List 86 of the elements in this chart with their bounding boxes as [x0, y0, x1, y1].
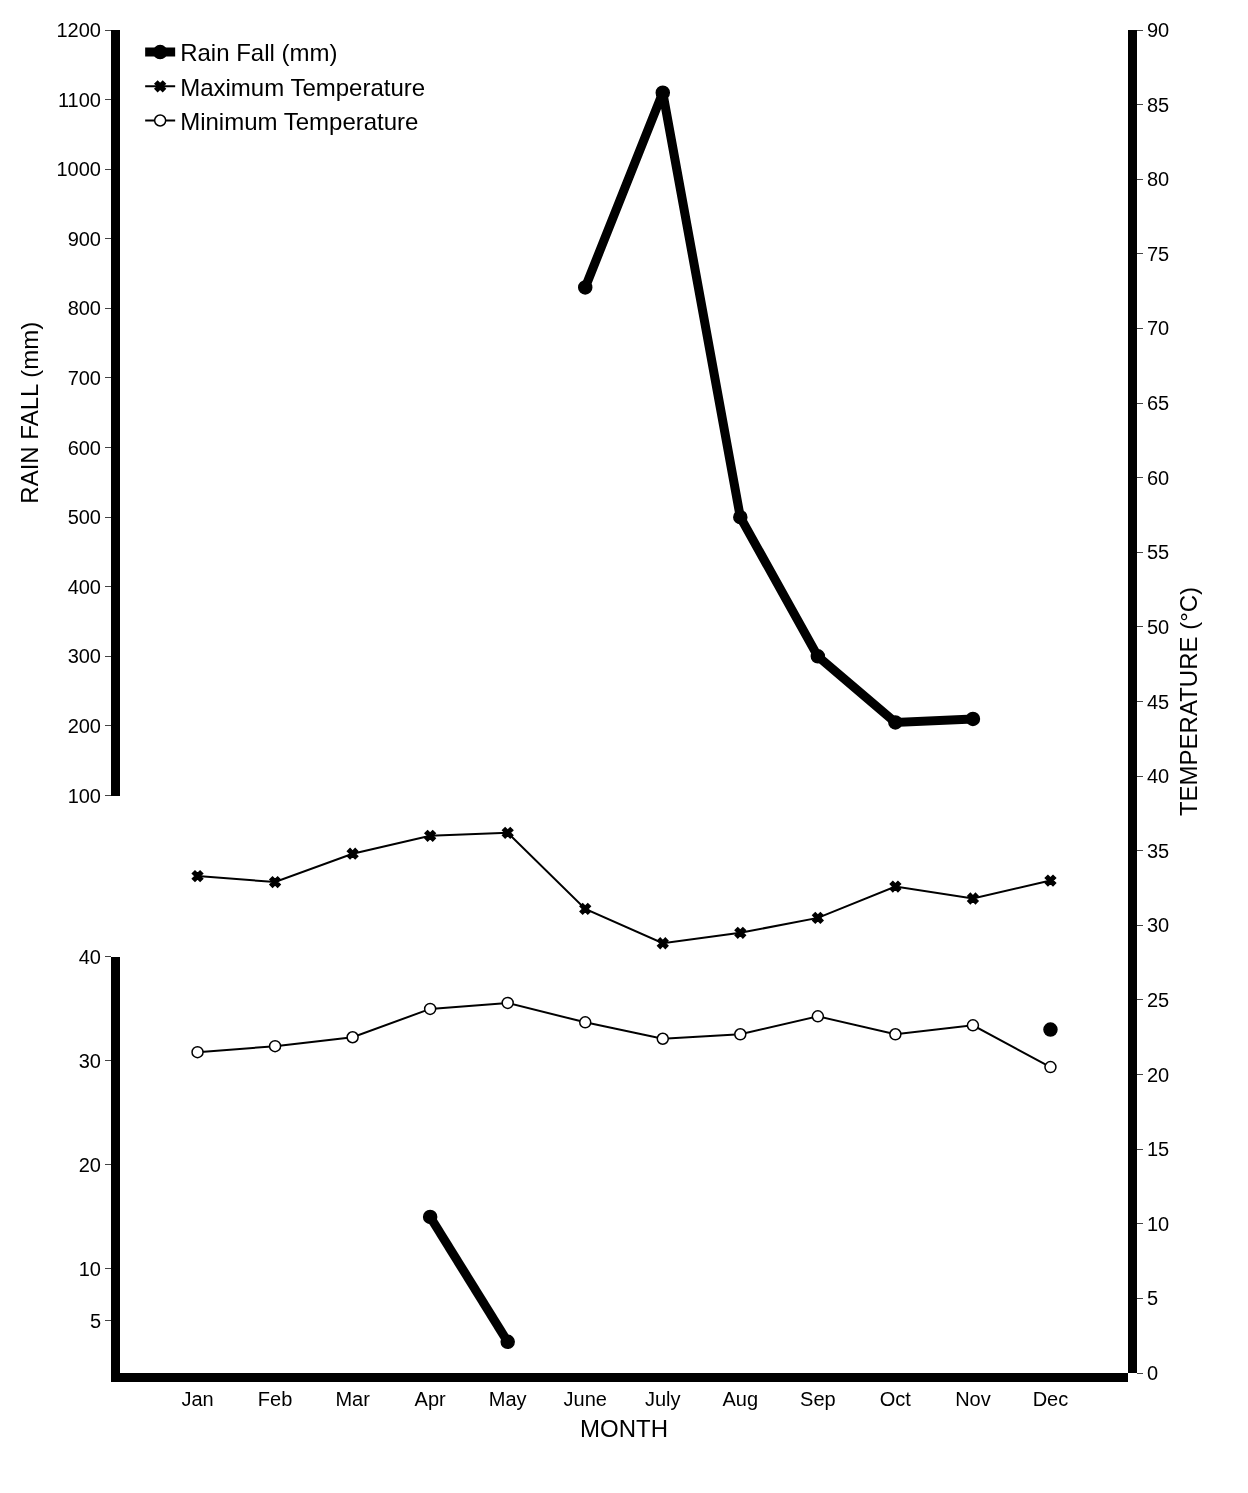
y-tick-label: 40 [78, 945, 101, 968]
point [655, 85, 671, 100]
x-tick-label: Feb [257, 1388, 293, 1410]
y2-tick-label: 30 [1147, 914, 1170, 937]
y2-axis-title: TEMPERATURE (°C) [1174, 586, 1202, 817]
y2-tick-label: 45 [1147, 690, 1170, 713]
x-tick-label: Sep [800, 1388, 836, 1410]
point [656, 937, 669, 950]
y-tick-label: 1100 [57, 88, 101, 111]
point [500, 1334, 515, 1350]
legend-label: Maximum Temperature [180, 73, 426, 101]
y-tick-label: 1000 [56, 158, 101, 181]
point [967, 892, 979, 905]
point [810, 649, 826, 664]
y-tick-label: 10 [78, 1257, 101, 1280]
x-tick-label: Mar [335, 1388, 371, 1410]
point [734, 926, 747, 939]
point [501, 996, 514, 1010]
y2-tick-label: 85 [1147, 93, 1170, 116]
point [346, 1031, 359, 1044]
point [577, 280, 593, 295]
y-tick-label: 5 [89, 1309, 101, 1332]
point [1044, 1060, 1057, 1074]
point [733, 509, 748, 525]
y-tick-label: 200 [67, 714, 101, 737]
y-tick-label: 500 [67, 506, 101, 529]
y2-tick-label: 35 [1147, 839, 1170, 862]
y-tick-label: 30 [78, 1049, 101, 1072]
x-tick-label: Aug [722, 1388, 759, 1410]
y-tick-label: 900 [67, 227, 101, 250]
x-axis-title: MONTH [580, 1415, 668, 1443]
point [888, 715, 903, 730]
y2-tick-label: 90 [1147, 19, 1170, 41]
point [269, 876, 281, 888]
point [656, 1032, 670, 1045]
point [734, 1028, 747, 1041]
y-tick-label: 400 [67, 575, 101, 598]
x-tick-label: July [644, 1388, 681, 1410]
point [812, 912, 824, 924]
y-axis-title: RAIN FALL (mm) [15, 321, 43, 504]
y2-tick-label: 20 [1147, 1063, 1170, 1086]
y2-tick-label: 80 [1147, 168, 1170, 191]
point [811, 1010, 825, 1023]
y2-tick-label: 0 [1147, 1362, 1159, 1384]
y2-tick-label: 50 [1147, 615, 1170, 638]
point [966, 1019, 980, 1032]
x-tick-label: Oct [879, 1388, 912, 1410]
y2-tick-label: 40 [1147, 765, 1170, 788]
y2-tick-label: 55 [1147, 541, 1170, 564]
y2-tick-label: 70 [1147, 317, 1170, 340]
point [346, 847, 359, 860]
y2-tick-label: 25 [1147, 988, 1170, 1011]
y-tick-label: 700 [67, 366, 101, 389]
point [1044, 874, 1057, 887]
y-tick-label: 300 [67, 645, 101, 668]
point [191, 1045, 204, 1059]
y2-tick-label: 15 [1147, 1138, 1170, 1161]
x-tick-label: Nov [955, 1388, 991, 1410]
y-tick-label: 800 [67, 297, 101, 320]
x-tick-label: May [488, 1388, 527, 1410]
point [191, 870, 204, 882]
point [422, 1209, 438, 1225]
y2-tick-label: 75 [1147, 242, 1170, 265]
point [889, 1028, 902, 1041]
y2-tick-label: 5 [1147, 1287, 1159, 1310]
y-tick-label: 100 [67, 784, 101, 807]
point [578, 1016, 592, 1029]
y-tick-label: 600 [67, 436, 101, 459]
y2-tick-label: 65 [1147, 392, 1170, 415]
point [889, 880, 902, 893]
y2-tick-label: 60 [1147, 466, 1170, 489]
point [965, 711, 981, 727]
point [268, 1039, 282, 1053]
point [579, 903, 592, 915]
x-tick-label: Dec [1032, 1388, 1069, 1410]
point [424, 829, 436, 842]
x-tick-label: Jan [181, 1388, 214, 1410]
point [423, 1002, 437, 1016]
x-tick-label: Apr [414, 1388, 447, 1410]
point [501, 826, 514, 839]
x-tick-label: June [563, 1388, 607, 1410]
legend-label: Minimum Temperature [180, 107, 419, 135]
y2-tick-label: 10 [1147, 1212, 1170, 1235]
y-tick-label: 1200 [56, 19, 101, 41]
y-tick-label: 20 [78, 1153, 101, 1176]
legend-label: Rain Fall (mm) [180, 39, 338, 67]
